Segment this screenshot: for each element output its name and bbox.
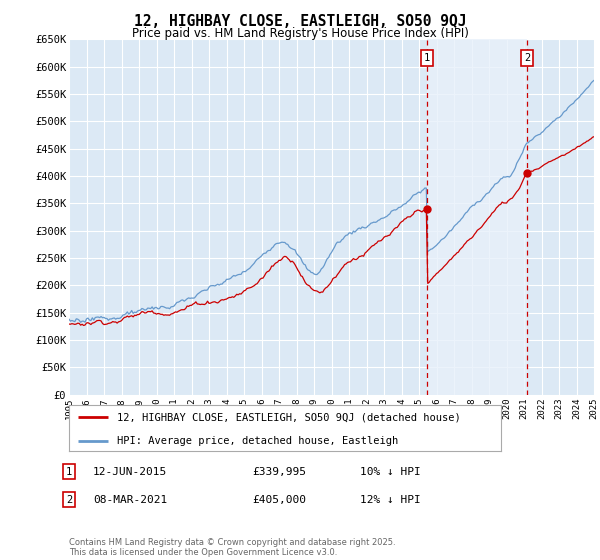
- Text: £405,000: £405,000: [252, 494, 306, 505]
- Text: Contains HM Land Registry data © Crown copyright and database right 2025.
This d: Contains HM Land Registry data © Crown c…: [69, 538, 395, 557]
- Text: 1: 1: [424, 53, 430, 63]
- Text: 10% ↓ HPI: 10% ↓ HPI: [360, 466, 421, 477]
- Text: 2: 2: [524, 53, 530, 63]
- Bar: [427, 39, 527, 395]
- Text: 1: 1: [66, 466, 72, 477]
- Text: £339,995: £339,995: [252, 466, 306, 477]
- Text: 12-JUN-2015: 12-JUN-2015: [93, 466, 167, 477]
- Text: 12% ↓ HPI: 12% ↓ HPI: [360, 494, 421, 505]
- Text: 2: 2: [66, 494, 72, 505]
- Text: 12, HIGHBAY CLOSE, EASTLEIGH, SO50 9QJ (detached house): 12, HIGHBAY CLOSE, EASTLEIGH, SO50 9QJ (…: [116, 412, 460, 422]
- Text: 08-MAR-2021: 08-MAR-2021: [93, 494, 167, 505]
- Text: 12, HIGHBAY CLOSE, EASTLEIGH, SO50 9QJ: 12, HIGHBAY CLOSE, EASTLEIGH, SO50 9QJ: [134, 14, 466, 29]
- Text: Price paid vs. HM Land Registry's House Price Index (HPI): Price paid vs. HM Land Registry's House …: [131, 27, 469, 40]
- Text: HPI: Average price, detached house, Eastleigh: HPI: Average price, detached house, East…: [116, 436, 398, 446]
